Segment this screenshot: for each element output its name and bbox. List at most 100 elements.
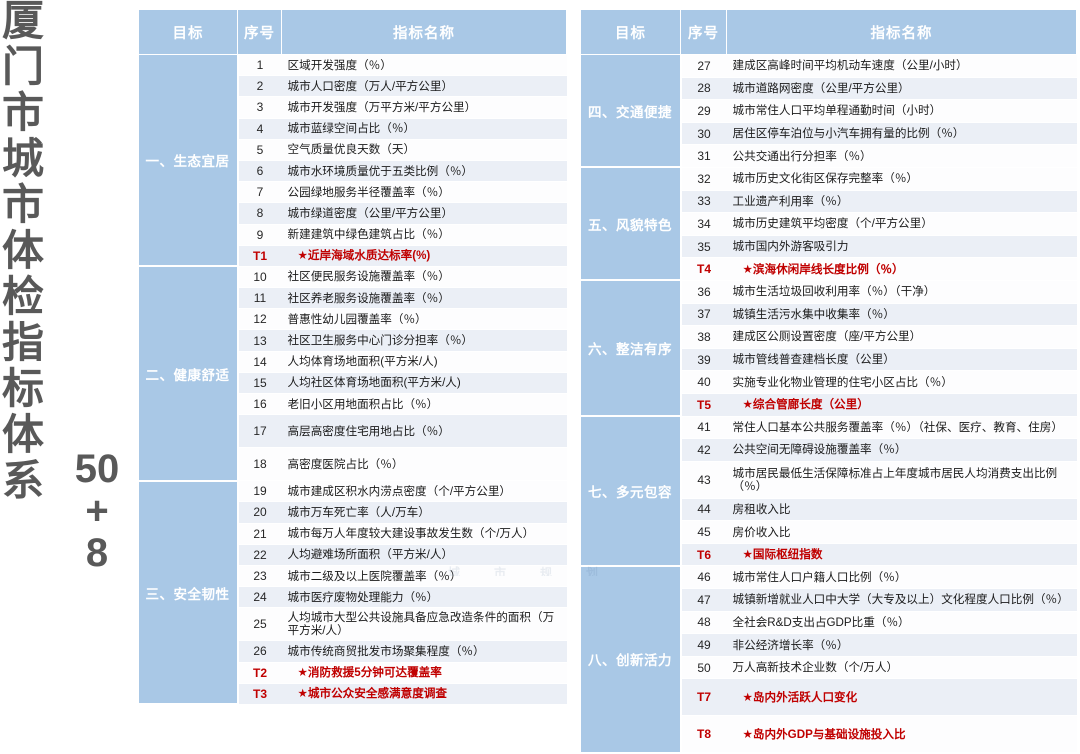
indicator-number: 31 (680, 144, 727, 168)
indicator-name: 城市国内外游客吸引力 (726, 235, 1077, 259)
indicator-number: 27 (680, 54, 727, 78)
indicator-name: 城镇生活污水集中收集率（％） (726, 303, 1077, 327)
indicator-number: 21 (237, 523, 282, 545)
watermark: 城市规划 (447, 566, 632, 576)
indicator-name: 全社会R&D支出占GDP比重（％） (726, 611, 1077, 635)
table-row: 16 老旧小区用地面积占比（％） (139, 393, 567, 416)
indicator-name: ★国际枢纽指数 (726, 543, 1077, 567)
table-body-left: 一、生态宜居 1 区域开发强度（％） 2 城市人口密度（万人/平方公里） 3 城市开发强度（… (138, 54, 567, 706)
indicator-name: ★消防救援5分钟可达覆盖率 (281, 662, 567, 684)
table-row: 17 高层高密度住宅用地占比（％） (139, 414, 567, 449)
indicator-name: 城市传统商贸批发市场聚集程度（％） (281, 640, 567, 663)
indicator-number: 26 (237, 640, 282, 663)
table-row: 14 人均体育场地面积(平方米/人) (139, 351, 567, 373)
indicator-number: 4 (237, 118, 282, 140)
indicator-number: 24 (237, 586, 282, 609)
indicator-name: 公共空间无障碍设施覆盖率（％） (726, 438, 1077, 462)
table-row: 7 公园绿地服务半径覆盖率（％） (139, 181, 567, 204)
table-row: 3 城市开发强度（万平方米/平方公里） (139, 96, 567, 119)
indicator-name: 城市常住人口平均单程通勤时间（小时） (726, 99, 1077, 123)
indicator-name: 城市开发强度（万平方米/平方公里） (281, 96, 567, 119)
indicator-number: T8 (680, 715, 727, 754)
indicator-name: 城市居民最低生活保障标准占上年度城市居民人均消费支出比例（％） (726, 461, 1077, 499)
table-row: 42 公共空间无障碍设施覆盖率（％） (581, 438, 1077, 462)
indicator-number: 44 (680, 498, 727, 522)
indicator-name: 城市医疗废物处理能力（％） (281, 586, 567, 609)
indicator-number: 17 (237, 414, 282, 449)
table-row: 11 社区养老服务设施覆盖率（％） (139, 287, 567, 310)
goal-cell: 二、健康舒适 (138, 266, 239, 482)
indicator-name: 城市管线普查建档长度（公里） (726, 348, 1077, 372)
indicator-number: 18 (237, 447, 282, 482)
indicator-name: ★近岸海域水质达标率(%) (281, 245, 567, 267)
table-row: 18 高密度医院占比（％） (139, 447, 567, 482)
indicator-number: T4 (680, 257, 727, 281)
column-header-name: 指标名称 (281, 8, 567, 55)
indicator-table-left: 目标 序号 指标名称 一、生态宜居 1 区域开发强度（％） 2 城市人口密度（万人/平方… (138, 8, 567, 706)
indicator-name: 城市水环境质量优于五类比例（％） (281, 160, 567, 183)
column-header-no: 序号 (237, 8, 282, 55)
table-row: 33 工业遗产利用率（％） (581, 190, 1077, 214)
indicator-name: 城市历史建筑平均密度（个/平方公里） (726, 212, 1077, 236)
indicator-number: 10 (237, 266, 282, 289)
table-row: 9 新建建筑中绿色建筑占比（％） (139, 224, 567, 246)
indicator-name: 城市每万人年度较大建设事故发生数（个/万人） (281, 523, 567, 545)
table-body-right: 四、交通便捷 27 建成区高峰时间平均机动车速度（公里/小时） 28 城市道路网密度（公… (580, 54, 1077, 754)
indicator-number: 6 (237, 160, 282, 183)
indicator-number: 22 (237, 544, 282, 566)
table-row: 12 普惠性幼儿园覆盖率（％） (139, 308, 567, 331)
indicator-name: 公共交通出行分担率（％） (726, 144, 1077, 168)
indicator-table-right: 目标 序号 指标名称 四、交通便捷 27 建成区高峰时间平均机动车速度（公里/小时）… (580, 8, 1077, 754)
indicator-number: 12 (237, 308, 282, 331)
table-row: 40 实施专业化物业管理的住宅小区占比（％） (581, 370, 1077, 394)
indicator-number: T7 (680, 678, 727, 717)
indicator-number: 5 (237, 139, 282, 161)
table-row: 44 房租收入比 (581, 498, 1077, 522)
indicator-name: 居住区停车泊位与小汽车拥有量的比例（％） (726, 122, 1077, 146)
table-row: 6 城市水环境质量优于五类比例（％） (139, 160, 567, 183)
indicator-name: 房租收入比 (726, 498, 1077, 522)
goal-cell: 一、生态宜居 (138, 54, 239, 268)
goal-cell: 五、风貌特色 (580, 167, 682, 282)
table-row: 三、安全韧性 19 城市建成区积水内涝点密度（个/平方公里） (138, 480, 567, 706)
page-title: 厦门市城市体检指标体系 (2, 0, 45, 504)
goal-cell: 七、多元包容 (580, 416, 682, 567)
table-row: 二、健康舒适 10 社区便民服务设施覆盖率（％） (138, 266, 567, 482)
table-row: T6 ★国际枢纽指数 (581, 543, 1077, 567)
table-row: 一、生态宜居 1 区域开发强度（％） (138, 54, 567, 268)
indicator-number: 7 (237, 181, 282, 204)
indicator-number: 35 (680, 235, 727, 259)
indicator-name: ★岛内外活跃人口变化 (726, 678, 1077, 717)
indicator-name: 公园绿地服务半径覆盖率（％） (281, 181, 567, 204)
count-bottom: 8 (85, 531, 109, 575)
indicator-number: 14 (237, 351, 282, 373)
table-row: 4 城市蓝绿空间占比（％） (139, 118, 567, 140)
indicator-name: 非公经济增长率（％） (726, 633, 1077, 657)
indicator-name: 城市绿道密度（公里/平方公里） (281, 202, 567, 225)
indicator-number: 29 (680, 99, 727, 123)
table-row: 45 房价收入比 (581, 520, 1077, 544)
indicator-name: 建成区公厕设置密度（座/平方公里） (726, 325, 1077, 349)
indicator-count: 50 + 8 (64, 448, 130, 574)
indicator-number: 50 (680, 656, 727, 680)
indicator-name: 高层高密度住宅用地占比（％） (281, 414, 567, 449)
table-row: T1 ★近岸海域水质达标率(%) (139, 245, 567, 267)
goal-cell: 三、安全韧性 (138, 480, 239, 706)
table-row: 28 城市道路网密度（公里/平方公里） (581, 77, 1077, 101)
indicator-number: 1 (237, 54, 282, 77)
indicator-name: 普惠性幼儿园覆盖率（％） (281, 308, 567, 331)
indicator-number: 38 (680, 325, 727, 349)
indicator-number: 37 (680, 303, 727, 327)
indicator-name: 新建建筑中绿色建筑占比（％） (281, 224, 567, 246)
indicator-number: 2 (237, 75, 282, 98)
indicator-number: 9 (237, 224, 282, 246)
table-row: 43 城市居民最低生活保障标准占上年度城市居民人均消费支出比例（％） (581, 461, 1077, 499)
indicator-number: 49 (680, 633, 727, 657)
indicator-name: ★综合管廊长度（公里） (726, 393, 1077, 417)
indicator-name: 城市人口密度（万人/平方公里） (281, 75, 567, 98)
table-row: 34 城市历史建筑平均密度（个/平方公里） (581, 212, 1077, 236)
indicator-number: T3 (237, 683, 282, 705)
count-top: 50 (74, 447, 120, 491)
indicator-name: 城市万车死亡率（人/万车） (281, 501, 567, 524)
indicator-number: 11 (237, 287, 282, 310)
